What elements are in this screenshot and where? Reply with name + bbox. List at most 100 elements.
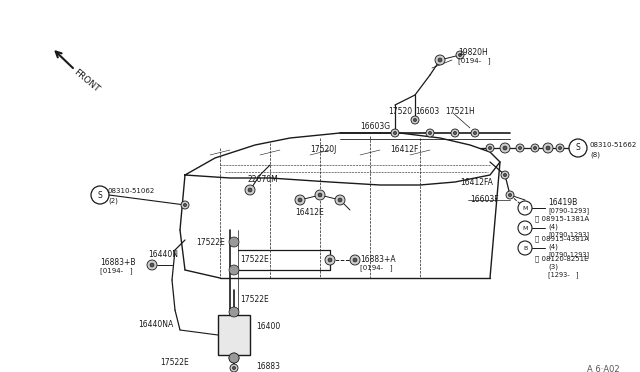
Circle shape (350, 255, 360, 265)
Text: Ⓜ 08915-1381A: Ⓜ 08915-1381A (535, 215, 589, 222)
Circle shape (471, 129, 479, 137)
Text: 19820H: 19820H (458, 48, 488, 57)
Text: 17521H: 17521H (445, 107, 475, 116)
Circle shape (503, 146, 507, 150)
Circle shape (248, 188, 252, 192)
Text: 16603: 16603 (415, 107, 439, 116)
Circle shape (451, 129, 459, 137)
Circle shape (428, 131, 431, 135)
Circle shape (184, 203, 187, 206)
Circle shape (488, 147, 492, 150)
Text: [0194-   ]: [0194- ] (100, 267, 132, 274)
Circle shape (569, 139, 587, 157)
Circle shape (325, 255, 335, 265)
Circle shape (543, 143, 553, 153)
Text: 08310-51662: 08310-51662 (590, 142, 637, 148)
Text: 17522E: 17522E (160, 358, 189, 367)
Text: (3): (3) (548, 264, 558, 270)
Circle shape (315, 190, 325, 200)
Text: [1293-   ]: [1293- ] (548, 271, 579, 278)
Circle shape (474, 131, 477, 135)
Circle shape (391, 129, 399, 137)
Circle shape (229, 265, 239, 275)
Circle shape (245, 185, 255, 195)
Circle shape (229, 237, 239, 247)
Circle shape (500, 143, 510, 153)
Bar (218, 315, 250, 355)
Text: Ⓑ 08120-8251E: Ⓑ 08120-8251E (535, 255, 589, 262)
Circle shape (147, 260, 157, 270)
Text: 17522E: 17522E (240, 255, 269, 264)
Circle shape (181, 201, 189, 209)
Text: [0790-1293]: [0790-1293] (548, 207, 589, 214)
Circle shape (516, 144, 524, 152)
Text: 16440NA: 16440NA (138, 320, 173, 329)
Circle shape (508, 193, 511, 196)
Circle shape (338, 198, 342, 202)
Text: 17522E: 17522E (196, 238, 225, 247)
Circle shape (426, 129, 434, 137)
Text: 17520J: 17520J (310, 145, 337, 154)
Circle shape (504, 173, 507, 177)
Circle shape (506, 191, 514, 199)
Text: 16883: 16883 (256, 362, 280, 371)
Text: [0790-1293]: [0790-1293] (548, 251, 589, 258)
Text: (4): (4) (548, 224, 558, 231)
Circle shape (394, 131, 397, 135)
Text: 16412FA: 16412FA (460, 178, 493, 187)
Circle shape (456, 51, 464, 59)
Text: 16412E: 16412E (295, 208, 324, 217)
Circle shape (458, 54, 461, 57)
Text: M: M (522, 205, 528, 211)
Text: 22670M: 22670M (248, 175, 279, 184)
Circle shape (328, 258, 332, 262)
Text: 16400: 16400 (256, 322, 280, 331)
Text: 16419B: 16419B (548, 198, 577, 207)
Circle shape (230, 364, 238, 372)
Circle shape (438, 58, 442, 62)
Circle shape (533, 147, 536, 150)
Text: 16883+B: 16883+B (100, 258, 136, 267)
Circle shape (435, 55, 445, 65)
Text: (2): (2) (108, 197, 118, 203)
Circle shape (518, 201, 532, 215)
Circle shape (546, 146, 550, 150)
Text: A 6·A02: A 6·A02 (588, 365, 620, 372)
Circle shape (518, 221, 532, 235)
Text: 16412F: 16412F (390, 145, 419, 154)
Circle shape (518, 241, 532, 255)
Circle shape (411, 116, 419, 124)
Text: M: M (522, 225, 528, 231)
Text: (8): (8) (590, 151, 600, 157)
Text: 16603G: 16603G (360, 122, 390, 131)
Circle shape (318, 193, 322, 197)
Text: 17522E: 17522E (240, 295, 269, 304)
Circle shape (518, 147, 522, 150)
Circle shape (353, 258, 357, 262)
Circle shape (335, 195, 345, 205)
Text: [0790-1293]: [0790-1293] (548, 231, 589, 238)
Text: [0194-   ]: [0194- ] (458, 57, 491, 64)
Circle shape (453, 131, 456, 135)
Circle shape (91, 186, 109, 204)
Circle shape (501, 171, 509, 179)
Text: B: B (523, 246, 527, 250)
Text: [0194-   ]: [0194- ] (360, 264, 392, 271)
Text: 17520: 17520 (388, 107, 412, 116)
Text: S: S (575, 144, 580, 153)
Circle shape (486, 144, 494, 152)
Text: 16603F: 16603F (470, 195, 499, 204)
Text: S: S (98, 190, 102, 199)
Circle shape (558, 147, 562, 150)
Circle shape (298, 198, 302, 202)
Circle shape (229, 307, 239, 317)
Circle shape (413, 118, 417, 122)
Circle shape (232, 366, 236, 370)
Text: FRONT: FRONT (72, 68, 101, 94)
Text: 16440N: 16440N (148, 250, 178, 259)
Circle shape (531, 144, 539, 152)
Text: (4): (4) (548, 244, 558, 250)
Text: 16883+A: 16883+A (360, 255, 396, 264)
Circle shape (295, 195, 305, 205)
Circle shape (150, 263, 154, 267)
